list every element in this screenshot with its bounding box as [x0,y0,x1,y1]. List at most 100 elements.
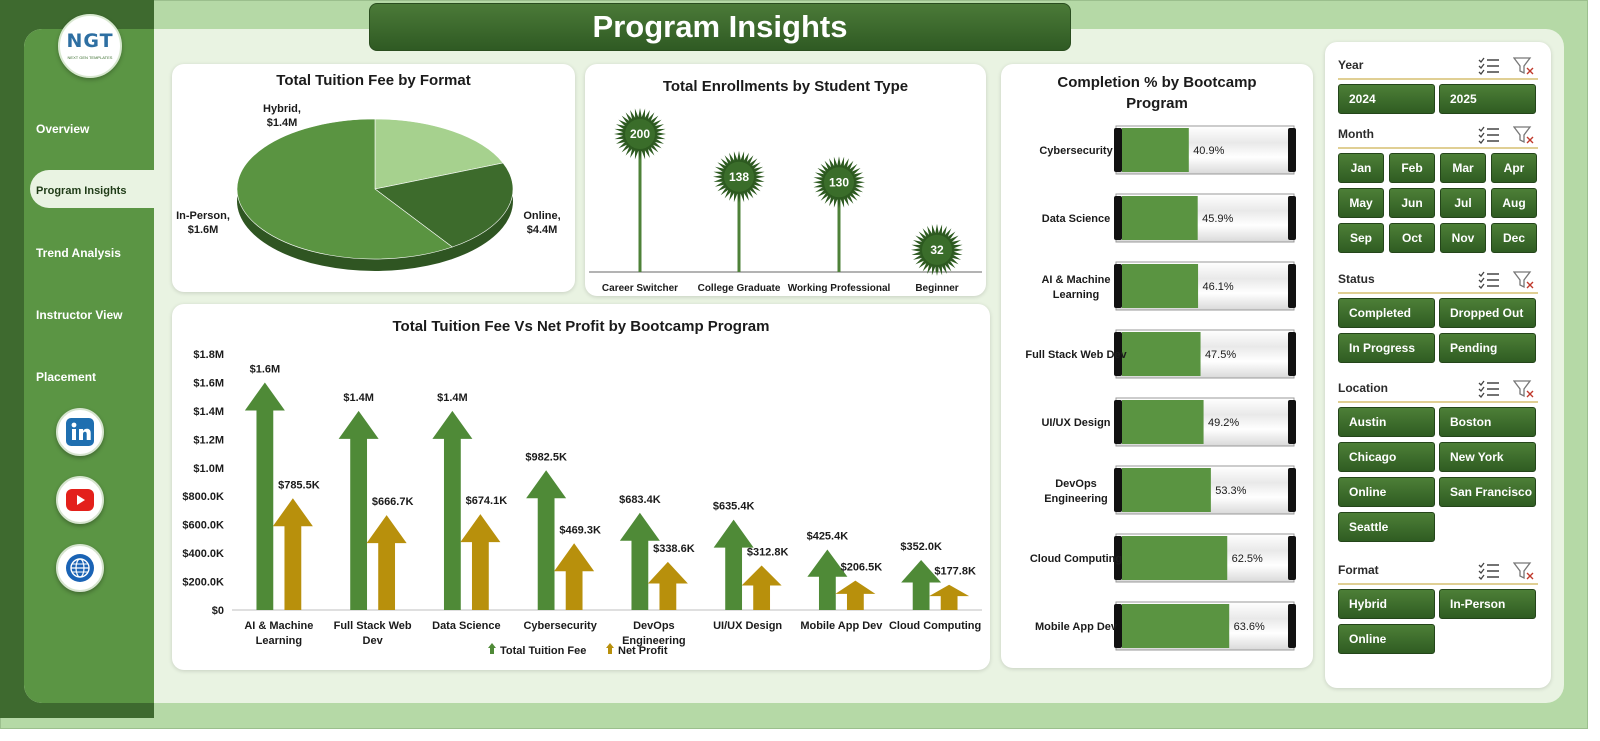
tuition-fee-label: $635.4K [713,501,755,513]
enroll-value-label: 130 [829,175,849,189]
comp-cap-right [1288,264,1296,308]
enroll-marker [824,167,854,198]
completion-card: Completion % by Bootcamp Program 40.9% Cy… [1001,64,1313,668]
slicer-location-option[interactable]: Chicago [1338,442,1435,472]
tuition-vs-profit-card: Total Tuition Fee Vs Net Profit by Bootc… [172,304,990,670]
slicer-divider [1338,147,1538,149]
y-tick-label: $1.4M [193,406,224,418]
comp-value-label: 46.1% [1202,281,1233,293]
enroll-marker [922,234,952,265]
enroll-category-label: Working Professional [788,283,891,294]
slicer-status-option[interactable]: Dropped Out [1439,298,1536,328]
nav-item-program-insights[interactable]: Program Insights [36,185,127,197]
y-tick-label: $200.0K [182,577,224,589]
multi-select-icon[interactable] [1478,125,1500,145]
tuition-fee-label: $352.0K [900,541,942,553]
comp-bar-fill [1122,536,1228,580]
multi-select-icon[interactable] [1478,270,1500,290]
completion-title: Completion % by Bootcamp Program [1057,74,1257,112]
slicer-location-option[interactable]: San Francisco [1439,477,1536,507]
linkedin-button[interactable] [56,408,104,456]
clear-filter-icon[interactable] [1512,379,1535,399]
multi-select-icon[interactable] [1478,561,1500,581]
slicer-month-option[interactable]: Jan [1338,153,1384,183]
comp-value-label: 62.5% [1232,553,1263,565]
comp-cap-right [1288,536,1296,580]
comp-bar-fill [1122,264,1199,308]
enroll-category-label: Career Switcher [602,283,678,294]
slicer-format-option[interactable]: Hybrid [1338,589,1435,619]
slicer-location-option[interactable]: Boston [1439,407,1536,437]
x-category-label: Cloud Computing [889,620,981,632]
slicer-status-option[interactable]: Completed [1338,298,1435,328]
x-category-label: DevOps Engineering [622,620,686,647]
nav-item-overview[interactable]: Overview [36,122,90,136]
enroll-value-label: 200 [630,127,650,141]
net-profit-label: $338.6K [653,543,695,555]
slicer-format-label: Format [1338,563,1379,577]
net-profit-label: $785.5K [278,479,320,491]
slicer-month-option[interactable]: Nov [1440,223,1486,253]
slicer-month-option[interactable]: Apr [1491,153,1537,183]
tuition-by-format-title: Total Tuition Fee by Format [276,72,471,89]
completion-chart: 40.9% Cybersecurity 45.9% Data Science 46.1%… [1025,125,1296,651]
slicer-year-option[interactable]: 2025 [1439,84,1536,114]
slicer-location-option[interactable]: Austin [1338,407,1435,437]
comp-value-label: 45.9% [1202,213,1233,225]
slicer-month-option[interactable]: Jul [1440,188,1486,218]
youtube-button[interactable] [56,476,104,524]
clear-filter-icon[interactable] [1512,270,1535,290]
slicer-location-option[interactable]: New York [1439,442,1536,472]
slicer-month-option[interactable]: Oct [1389,223,1435,253]
slicer-location-label: Location [1338,381,1388,395]
web-button[interactable] [56,544,104,592]
enrollments-chart: 200 Career Switcher 138 College Graduate 130… [589,108,982,294]
comp-value-label: 49.2% [1208,417,1239,429]
x-category-label: Data Science [432,620,500,632]
y-tick-label: $0 [212,605,224,617]
pie-slice [374,162,514,248]
nav-item-instructor-view[interactable]: Instructor View [36,308,123,322]
nav-item-placement[interactable]: Placement [36,370,97,384]
legend-label-tuition: Total Tuition Fee [500,645,586,657]
enroll-category-label: Beginner [915,283,958,294]
slicer-format-option[interactable]: In-Person [1439,589,1536,619]
clear-filter-icon[interactable] [1512,125,1535,145]
slicer-format-option[interactable]: Online [1338,624,1435,654]
nav-item-trend-analysis[interactable]: Trend Analysis [36,246,121,260]
slicer-month-option[interactable]: May [1338,188,1384,218]
slicer-location-option[interactable]: Seattle [1338,512,1435,542]
enrollments-card: Total Enrollments by Student Type 200 Car… [585,64,986,296]
enroll-marker [724,161,754,192]
clear-filter-icon[interactable] [1512,561,1535,581]
comp-cap-left [1114,400,1122,444]
multi-select-icon[interactable] [1478,56,1500,76]
slicer-status-option[interactable]: Pending [1439,333,1536,363]
net-profit-arrow [741,565,782,610]
slicer-month-option[interactable]: Jun [1389,188,1435,218]
net-profit-arrow [366,515,407,610]
slicer-year-option[interactable]: 2024 [1338,84,1435,114]
net-profit-arrow [554,543,595,610]
net-profit-arrow [835,580,876,610]
x-category-label: Full Stack Web Dev [334,620,412,647]
tuition-fee-arrow [901,559,942,610]
clear-filter-icon[interactable] [1512,56,1535,76]
slicer-month-option[interactable]: Feb [1389,153,1435,183]
web-icon [66,554,94,582]
comp-value-label: 47.5% [1205,349,1236,361]
slicer-month-option[interactable]: Sep [1338,223,1384,253]
slicer-month-option[interactable]: Dec [1491,223,1537,253]
slicer-month-option[interactable]: Aug [1491,188,1537,218]
slicer-status-option[interactable]: In Progress [1338,333,1435,363]
comp-cap-left [1114,264,1122,308]
slicer-month-option[interactable]: Mar [1440,153,1486,183]
tuition-fee-label: $1.6M [250,363,281,375]
comp-category-label: AI & Machine Learning [1041,274,1110,301]
slicer-location-option[interactable]: Online [1338,477,1435,507]
multi-select-icon[interactable] [1478,379,1500,399]
tuition-fee-label: $982.5K [525,451,567,463]
tuition-fee-arrow [526,470,567,610]
comp-cap-left [1114,332,1122,376]
tuition-fee-arrow [619,512,660,610]
